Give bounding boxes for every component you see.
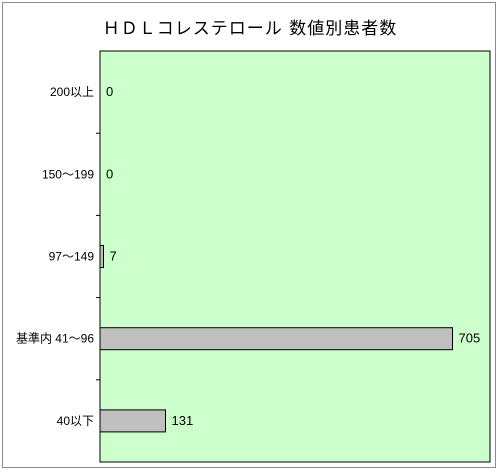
category-label: 150～199 bbox=[42, 167, 94, 181]
data-label: 131 bbox=[172, 413, 194, 428]
bar bbox=[99, 409, 166, 433]
bar bbox=[99, 327, 453, 351]
bars bbox=[99, 245, 453, 433]
data-label: 705 bbox=[459, 331, 481, 346]
category-label: 基準内 41～96 bbox=[16, 331, 94, 346]
data-label: 7 bbox=[110, 249, 117, 264]
category-label: 40以下 bbox=[57, 414, 94, 428]
category-label: 97～149 bbox=[49, 250, 95, 264]
data-label: 0 bbox=[106, 166, 113, 181]
data-label: 0 bbox=[106, 84, 113, 99]
chart-title: ＨＤＬコレステロール 数値別患者数 bbox=[102, 19, 398, 39]
labels: 200以上 0 150～199 0 97～149 7 基準内 41～96 705 40以下 131 bbox=[16, 84, 480, 428]
category-axis bbox=[96, 132, 100, 381]
plot-area bbox=[99, 50, 491, 463]
bar bbox=[99, 245, 104, 268]
category-label: 200以上 bbox=[50, 85, 94, 99]
